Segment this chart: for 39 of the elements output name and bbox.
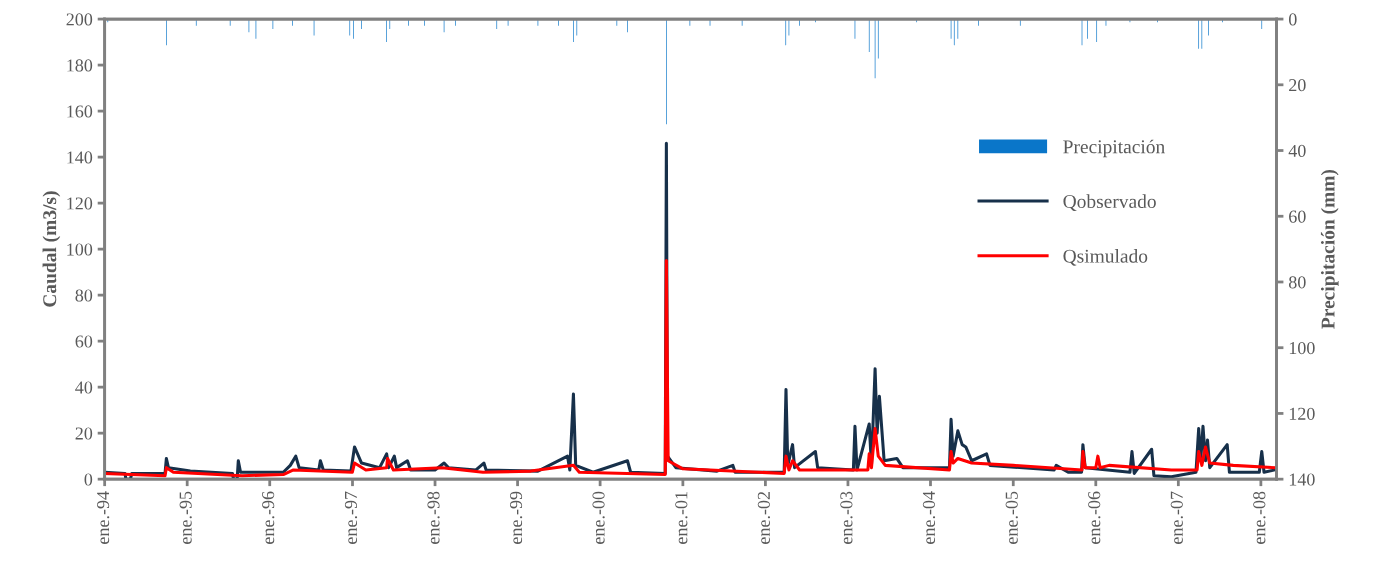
y-tick-label: 100 <box>67 243 93 256</box>
y-tick-label: 80 <box>75 289 93 302</box>
y-tick-label: 60 <box>75 335 93 348</box>
x-tick-label: ene.-01 <box>675 492 688 544</box>
x-tick-label: ene.-07 <box>1170 491 1183 544</box>
x-tick-label: ene.-99 <box>509 491 523 544</box>
y2-tick-label: 120 <box>1289 407 1315 420</box>
legend-label: Qobservado <box>1063 194 1156 211</box>
x-tick-label: ene.-08 <box>1253 491 1266 544</box>
x-tick-label: ene.-97 <box>344 491 358 544</box>
y2-tick-label: 100 <box>1289 341 1315 355</box>
x-tick-label: ene.-95 <box>179 491 192 544</box>
y-tick-label: 40 <box>75 381 93 394</box>
x-tick-label: ene.-06 <box>1088 491 1101 544</box>
y-tick-label: 0 <box>84 473 93 486</box>
y2-tick-label: 140 <box>1289 473 1315 486</box>
x-tick-label: ene.-04 <box>922 491 936 544</box>
legend-label: Precipitación <box>1063 139 1165 158</box>
x-tick-label: ene.-02 <box>757 491 771 544</box>
y-tick-label: 140 <box>67 151 93 164</box>
y-tick-label: 160 <box>67 105 93 118</box>
legend-label: Qsimulado <box>1063 249 1148 266</box>
x-tick-label: ene.-98 <box>427 491 440 544</box>
y2-tick-label: 0 <box>1288 13 1297 26</box>
y-tick-label: 200 <box>66 13 93 26</box>
y2-tick-label: 20 <box>1289 79 1306 92</box>
x-tick-label: ene.-03 <box>840 491 853 544</box>
x-tick-label: ene.-05 <box>1005 491 1018 544</box>
y-tick-label: 120 <box>67 197 93 210</box>
y2-tick-label: 40 <box>1288 144 1306 157</box>
y-tick-label: 180 <box>67 59 93 72</box>
y-tick-label: 20 <box>75 427 93 440</box>
x-tick-label: ene.-94 <box>97 491 110 544</box>
x-tick-label: ene.-00 <box>592 491 605 544</box>
x-tick-label: ene.-96 <box>262 491 275 544</box>
y-axis-title: Caudal (m3/s) <box>42 191 61 307</box>
y2-tick-label: 80 <box>1288 276 1306 289</box>
y2-tick-label: 60 <box>1289 210 1306 223</box>
y2-axis-title: Precipitación (mm) <box>1320 169 1339 329</box>
